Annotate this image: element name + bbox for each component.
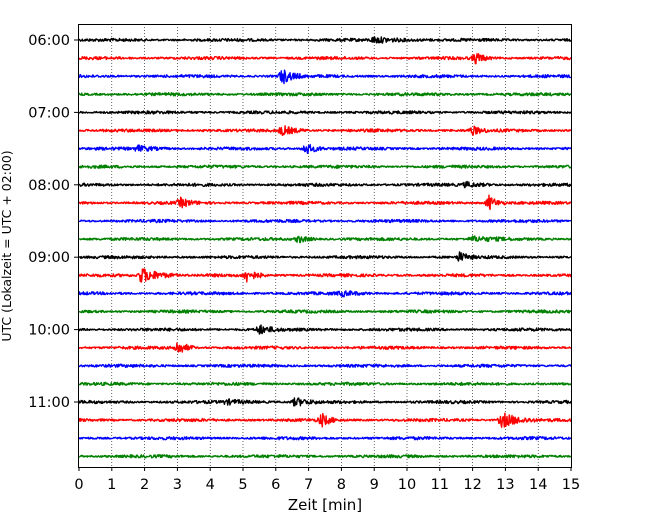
seismic-trace xyxy=(78,268,572,283)
x-tick-label: 13 xyxy=(496,477,514,493)
x-tick-label: 0 xyxy=(74,477,83,493)
x-tick-label: 11 xyxy=(431,477,449,493)
x-tick-label: 3 xyxy=(173,477,182,493)
seismic-trace xyxy=(78,69,572,85)
y-axis-label: UTC (Lokalzeit = UTC + 02:00) xyxy=(0,150,14,341)
seismic-trace xyxy=(78,412,572,428)
seismic-trace xyxy=(78,53,572,65)
seismic-trace xyxy=(78,36,572,44)
x-axis: 0 1 2 3 4 5 6 7 8 9 10 11 12 13 14 15 xyxy=(74,467,580,493)
y-tick-label: 09:00 xyxy=(28,250,70,266)
x-tick-label: 1 xyxy=(107,477,116,493)
x-tick-label: 5 xyxy=(238,477,247,493)
seismic-trace xyxy=(78,309,572,314)
y-tick-label: 07:00 xyxy=(28,105,70,121)
seismic-trace xyxy=(78,194,572,211)
x-tick-label: 4 xyxy=(206,477,215,493)
y-axis: 06:00 07:00 08:00 09:00 10:00 11:00 xyxy=(28,33,78,411)
traces-layer xyxy=(78,36,572,459)
y-tick-label: 11:00 xyxy=(28,395,70,411)
x-tick-label: 14 xyxy=(529,477,547,493)
seismic-trace xyxy=(78,91,572,97)
seismic-trace xyxy=(78,363,572,368)
x-tick-label: 7 xyxy=(304,477,313,493)
seismic-trace xyxy=(78,143,572,155)
seismic-trace xyxy=(78,342,572,353)
x-tick-label: 15 xyxy=(562,477,580,493)
x-tick-label: 6 xyxy=(271,477,280,493)
seismic-trace xyxy=(78,235,572,244)
x-tick-label: 8 xyxy=(337,477,346,493)
seismic-trace xyxy=(78,324,572,335)
x-axis-label: Zeit [min] xyxy=(288,496,362,514)
seismic-trace xyxy=(78,251,572,262)
seismic-trace xyxy=(78,454,572,459)
seismic-trace xyxy=(78,110,572,115)
seismic-trace xyxy=(78,397,572,407)
y-tick-label: 10:00 xyxy=(28,323,70,339)
y-tick-label: 06:00 xyxy=(28,33,70,49)
plot-frame xyxy=(78,24,572,468)
seismic-trace xyxy=(78,381,572,387)
seismic-trace xyxy=(78,164,572,169)
x-tick-label: 12 xyxy=(463,477,481,493)
seismic-trace xyxy=(78,125,572,137)
seismic-trace xyxy=(78,435,572,441)
seismic-trace xyxy=(78,180,572,189)
seismic-trace xyxy=(78,218,572,224)
x-tick-label: 9 xyxy=(370,477,379,493)
x-tick-label: 10 xyxy=(398,477,416,493)
y-tick-label: 08:00 xyxy=(28,178,70,194)
seismic-trace xyxy=(78,290,572,298)
x-tick-label: 2 xyxy=(140,477,149,493)
grid-layer xyxy=(111,24,539,467)
